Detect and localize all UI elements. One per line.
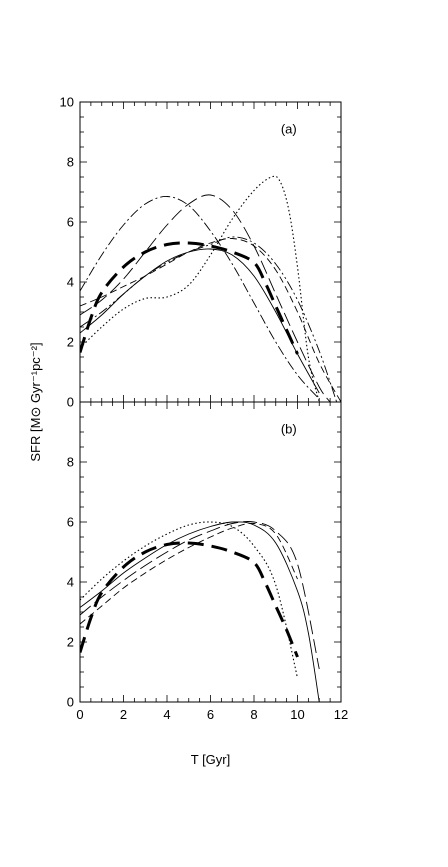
series-line-thick-dash [80,541,299,658]
x-tick-label: 12 [334,707,348,722]
series-line-dot-dash [80,196,320,400]
y-tick-label: 0 [67,395,74,410]
series-line-dotted [80,175,320,402]
x-tick-label: 6 [207,707,214,722]
panel-frame [79,101,342,403]
y-tick-label: 8 [67,155,74,170]
series-line-medium-dash [80,238,341,402]
series-line-long-dash [80,521,320,670]
series-line-dotted [80,521,299,679]
y-tick-label: 10 [60,95,74,110]
x-tick-label: 4 [163,707,170,722]
series-line-long-dash [80,194,331,402]
y-tick-label: 8 [67,455,74,470]
series-line-solid-thin [80,521,320,702]
y-axis-title: SFR [M⊙ Gyr⁻¹pc⁻²] [28,342,43,461]
x-tick-label: 0 [76,707,83,722]
y-tick-label: 6 [67,515,74,530]
y-tick-label: 4 [67,575,74,590]
x-tick-label: 10 [290,707,304,722]
panel-label: (a) [281,122,297,137]
x-tick-label: 2 [120,707,127,722]
series-line-dash-dot-dot [80,236,338,402]
series-line-medium-dash [80,522,298,625]
x-tick-label: 8 [250,707,257,722]
y-tick-label: 0 [67,695,74,710]
x-axis-title: T [Gyr] [191,752,230,767]
y-tick-label: 2 [67,635,74,650]
panel-frame [79,401,342,703]
y-tick-label: 2 [67,335,74,350]
y-tick-label: 6 [67,215,74,230]
panel-label: (b) [281,422,297,437]
series-line-solid-thin [80,248,320,394]
series-line-thick-dash [80,241,299,355]
y-tick-label: 4 [67,275,74,290]
